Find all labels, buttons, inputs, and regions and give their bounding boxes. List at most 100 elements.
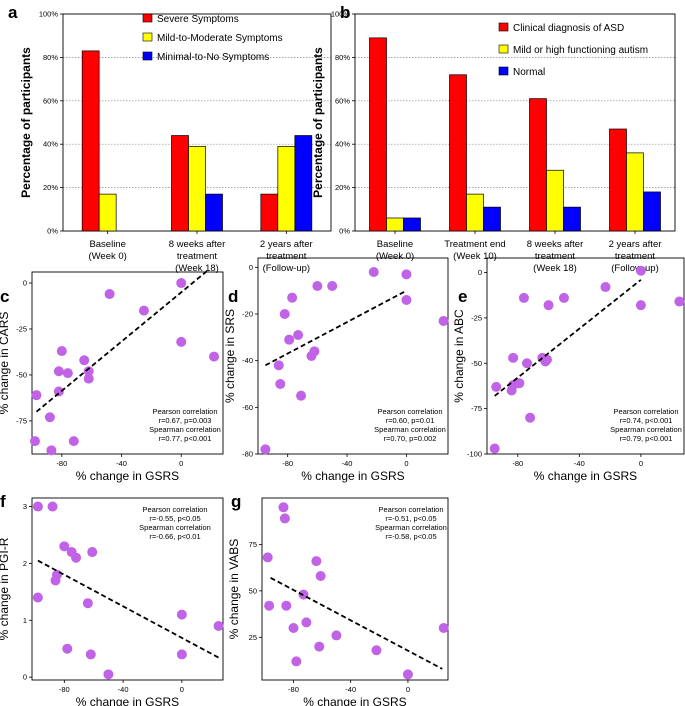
bar (466, 193, 484, 232)
y-tick-label: 0 (23, 279, 27, 288)
data-point (371, 645, 382, 656)
panel-label: g (231, 492, 241, 511)
data-point (68, 436, 79, 447)
x-tick-label: 0 (639, 459, 643, 468)
trendline (37, 559, 221, 660)
bar (260, 193, 279, 232)
correlation-stat: Spearman correlation (139, 523, 211, 532)
data-point (309, 346, 320, 357)
y-tick-label: -25 (471, 313, 482, 322)
y-tick-label: 40% (43, 140, 58, 149)
data-point (635, 300, 646, 311)
data-point (47, 501, 58, 512)
data-point (438, 316, 449, 326)
data-point (279, 513, 290, 524)
correlation-stat: r=-0.66, p<0.01 (149, 532, 200, 541)
legend-entry: Mild or high functioning autism (513, 45, 648, 56)
data-point (53, 386, 64, 397)
y-tick-label: -50 (471, 359, 482, 368)
correlation-stat: r=0.74, p<0.001 (620, 416, 673, 425)
data-point (600, 282, 611, 293)
data-point (103, 669, 114, 680)
plot-frame (257, 257, 449, 455)
data-point (281, 600, 292, 611)
data-point (635, 265, 646, 276)
y-tick-label: -60 (242, 403, 253, 412)
x-tick-label: 0 (406, 685, 410, 694)
data-point (542, 354, 553, 365)
trendline (35, 269, 209, 413)
y-axis-label: % change in ABC (452, 309, 466, 403)
data-point (674, 296, 685, 307)
x-axis-label: % change in GSRS (76, 695, 179, 706)
bar (643, 191, 661, 232)
data-point (79, 355, 90, 366)
x-axis-label: % change in GSRS (303, 695, 406, 706)
data-point (32, 592, 43, 603)
correlation-stat: r=0.60, p=0.01 (386, 416, 435, 425)
x-tick-label: -40 (342, 459, 353, 468)
plot-frame (31, 497, 224, 681)
panel-label: d (228, 287, 238, 306)
category-label: (Week 0) (376, 251, 414, 262)
y-tick-label: -100 (467, 450, 482, 459)
y-tick-label: 80% (43, 53, 58, 62)
bar (171, 135, 189, 232)
correlation-stat: r=0.67, p=0.003 (159, 416, 212, 425)
data-point (489, 443, 500, 454)
data-point (558, 292, 569, 303)
data-point (525, 412, 536, 423)
y-tick-label: -75 (471, 404, 482, 413)
correlation-stat: Spearman correlation (375, 523, 447, 532)
y-tick-label: 25 (249, 633, 257, 642)
data-point (273, 360, 284, 371)
x-tick-label: 0 (179, 459, 183, 468)
data-point (401, 269, 412, 280)
category-label: (Week 18) (533, 263, 577, 274)
y-tick-label: 0 (478, 268, 482, 277)
data-point (176, 649, 187, 660)
category-label: (Week 0) (88, 251, 126, 262)
panel-g: g -80 -40 0 25 50 75 Pearson correlationr=-0.51… (227, 492, 449, 706)
panel-d: d -80 -40 0 0 -20 -40 -60 -80 Pearson correlation… (223, 257, 449, 483)
panel-label: b (340, 3, 350, 22)
data-point (293, 330, 304, 340)
x-tick-label: -80 (59, 685, 70, 694)
panel-label: a (8, 3, 18, 22)
panel-label: c (0, 287, 9, 306)
category-label: (Week 18) (175, 263, 219, 274)
panel-f: f -80 -40 0 0 1 2 3 Pearson correlationr=-0.55, … (0, 492, 224, 706)
category-label: 8 weeks after (527, 239, 584, 250)
legend-swatch (142, 13, 153, 23)
y-axis-label: Percentage of participants (19, 47, 33, 198)
category-label: (Follow-up) (611, 263, 659, 274)
legend-entry: Normal (513, 67, 545, 78)
category-label: Baseline (89, 239, 125, 250)
data-point (104, 289, 115, 300)
data-point (508, 352, 519, 363)
legend-entry: Clinical diagnosis of ASD (513, 23, 624, 34)
data-point (71, 552, 82, 563)
category-label: treatment (615, 251, 655, 262)
trendline (494, 279, 642, 397)
plot-frame (486, 257, 685, 455)
x-axis-label: % change in GSRS (301, 469, 404, 483)
panel-label: f (0, 492, 6, 511)
data-point (59, 541, 70, 552)
legend-entry: Minimal-to-No Symptoms (157, 52, 269, 63)
bar (369, 37, 387, 232)
legend-swatch (498, 44, 509, 54)
bar (277, 146, 296, 232)
bar (294, 135, 313, 232)
y-tick-label: 40% (335, 140, 350, 149)
bar (483, 206, 501, 232)
data-point (138, 305, 149, 316)
data-point (401, 295, 412, 305)
y-axis-label: % change in SRS (223, 309, 237, 403)
panel-e: e -80 -40 0 0 -25 -50 -75 -100 Pearson correlatio… (452, 257, 685, 483)
y-tick-label: -50 (16, 370, 27, 379)
category-label: (Follow-up) (263, 263, 311, 274)
bar (609, 128, 627, 232)
category-label: treatment (266, 251, 306, 262)
